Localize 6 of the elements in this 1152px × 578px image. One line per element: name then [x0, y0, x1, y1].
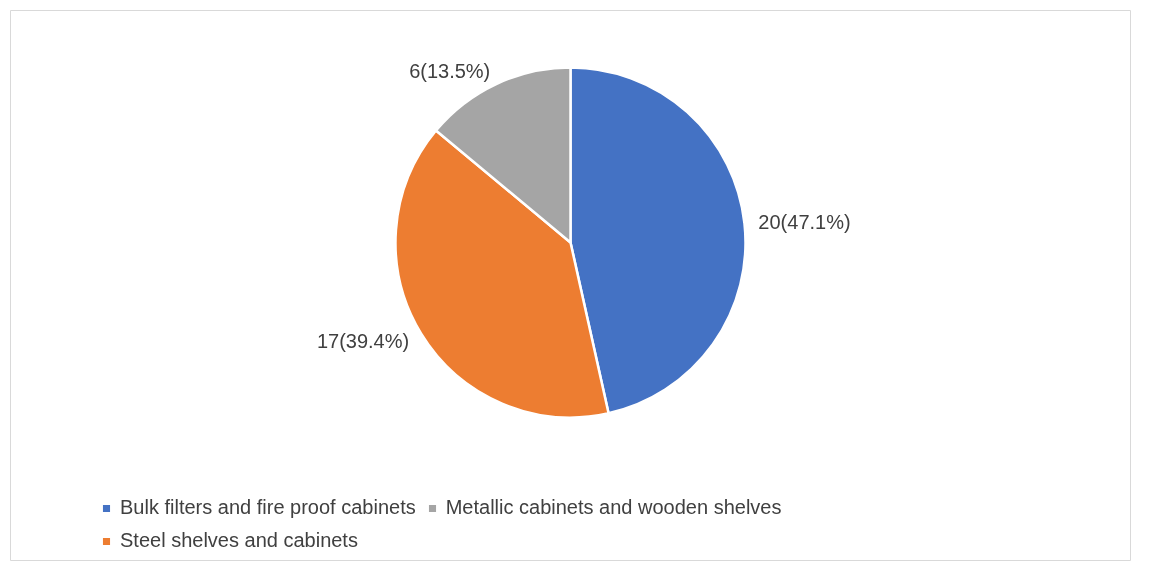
- legend-label: Metallic cabinets and wooden shelves: [445, 496, 782, 519]
- data-label: 17(39.4%): [316, 329, 410, 352]
- legend-label: Steel shelves and cabinets: [120, 529, 358, 552]
- legend-label: Bulk filters and fire proof cabinets: [120, 496, 416, 519]
- data-label: 6(13.5%): [409, 60, 491, 83]
- data-label: 20(47.1%): [758, 210, 851, 233]
